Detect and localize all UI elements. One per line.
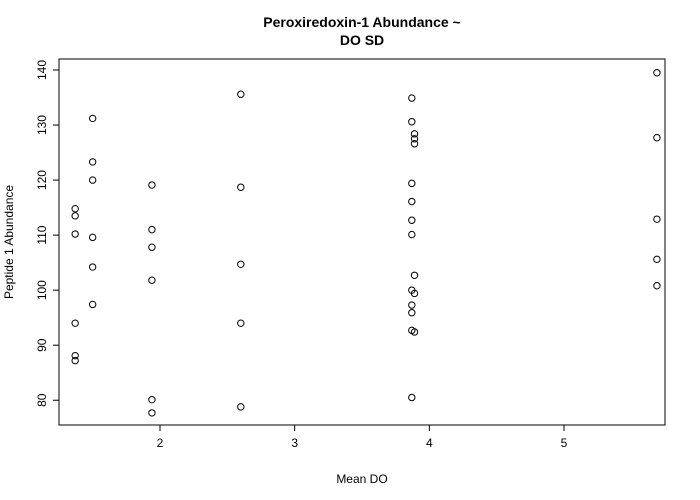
x-axis-label: Mean DO <box>336 472 387 486</box>
data-point <box>237 319 245 327</box>
data-point <box>148 276 156 284</box>
x-axis: 2 3 4 5 <box>157 425 568 450</box>
y-tick-label: 100 <box>35 280 49 300</box>
y-tick-label: 120 <box>35 170 49 190</box>
data-point <box>408 179 416 188</box>
x-tick-label: 5 <box>561 436 568 450</box>
data-point <box>410 135 419 143</box>
data-point <box>148 395 156 404</box>
data-point <box>88 114 97 123</box>
data-point <box>653 215 661 223</box>
data-point <box>88 233 97 242</box>
data-point <box>71 230 79 238</box>
data-point <box>653 134 661 142</box>
data-point <box>148 243 156 251</box>
data-point <box>88 176 97 184</box>
data-point <box>410 328 419 336</box>
data-point <box>88 158 97 166</box>
y-tick-label: 130 <box>35 115 49 135</box>
y-axis: 80 90 100 110 120 130 140 <box>35 60 59 407</box>
x-tick-label: 4 <box>426 436 433 450</box>
data-point <box>237 183 245 191</box>
data-point <box>653 282 661 290</box>
data-point <box>237 403 245 411</box>
data-point <box>237 90 245 98</box>
data-point <box>408 197 416 206</box>
data-point <box>148 225 156 234</box>
data-point <box>237 260 245 268</box>
data-point <box>148 181 156 189</box>
data-point <box>410 140 419 148</box>
y-tick-label: 110 <box>35 225 49 244</box>
data-point <box>88 300 97 309</box>
data-point <box>653 255 661 264</box>
y-tick-label: 140 <box>35 60 49 80</box>
y-tick-label: 80 <box>35 393 49 407</box>
data-point <box>71 356 79 365</box>
data-point <box>410 130 419 138</box>
data-point <box>71 205 79 213</box>
data-point <box>408 118 416 126</box>
chart-title-line-2: DO SD <box>340 32 384 48</box>
data-point <box>408 94 416 102</box>
x-tick-label: 3 <box>291 436 298 450</box>
data-point <box>408 216 416 224</box>
data-point <box>408 393 416 402</box>
y-tick-label: 90 <box>35 338 49 352</box>
data-point <box>408 301 416 309</box>
y-axis-label: Peptide 1 Abundance <box>2 185 16 299</box>
data-point <box>410 271 419 279</box>
data-point <box>71 212 79 220</box>
data-point <box>653 69 661 77</box>
data-point <box>408 230 416 239</box>
plot-frame <box>58 58 666 426</box>
x-tick-label: 2 <box>157 436 164 450</box>
data-point <box>408 309 416 317</box>
data-point <box>71 351 79 360</box>
data-point <box>410 289 419 298</box>
data-point <box>148 409 156 417</box>
chart-title-line-1: Peroxiredoxin-1 Abundance ~ <box>263 14 460 30</box>
data-point <box>88 263 97 271</box>
data-point <box>71 319 79 327</box>
data-points <box>71 69 661 417</box>
